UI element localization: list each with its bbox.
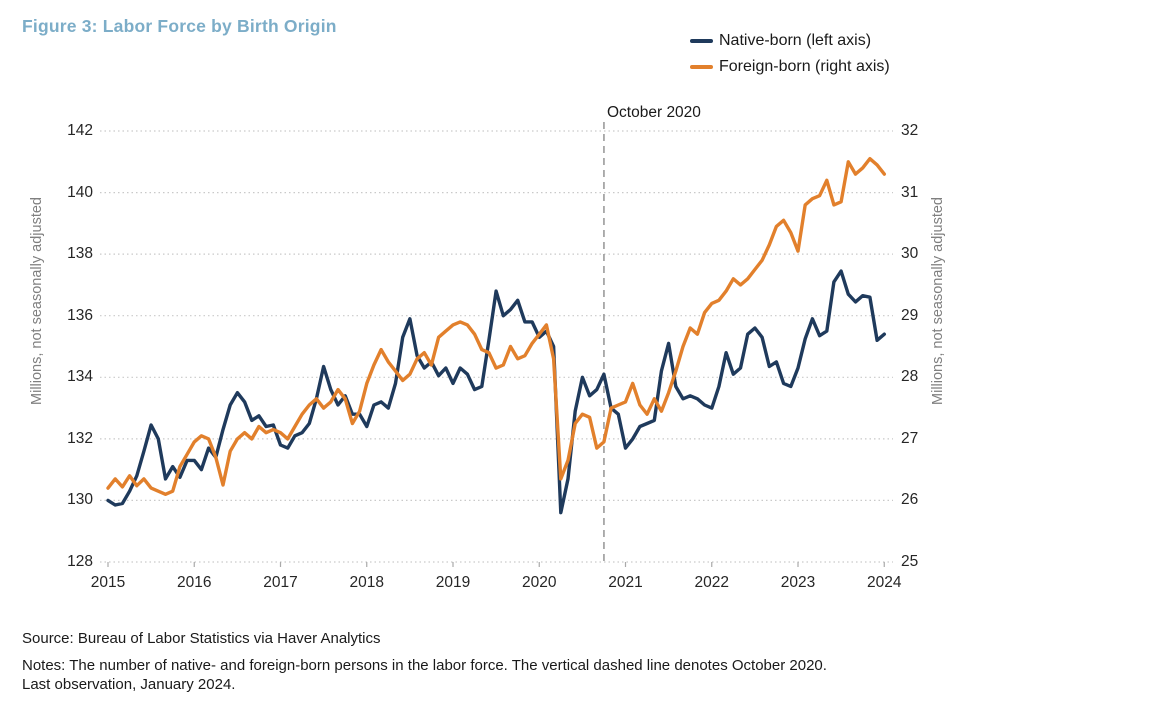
y-axis-right-label-32: 32 [901,122,919,139]
y-axis-right-label-28: 28 [901,368,919,386]
y-axis-right-label-25: 25 [901,553,919,570]
annotation-october-2020: October 2020 [607,104,701,121]
y-axis-right-label-26: 26 [901,491,919,509]
x-axis-label-2024: 2024 [867,574,902,591]
y-axis-right-label-31: 31 [901,183,919,201]
foreign-born-line [106,156,886,496]
y-axis-left-label-140: 140 [67,183,93,201]
foreign-born-line-swatch-icon [690,64,713,70]
legend-item-native-born: Native-born (left axis) [690,28,890,54]
figure-title: Figure 3: Labor Force by Birth Origin [22,16,337,36]
y-axis-left-label-138: 138 [67,245,93,263]
y-axis-left-label-132: 132 [67,429,93,447]
native-born-line [106,269,886,515]
y-axis-right-label-30: 30 [901,245,919,263]
x-axis-label-2021: 2021 [608,574,643,591]
x-axis-label-2023: 2023 [780,574,816,591]
notes-line-1: Notes: The number of native- and foreign… [22,657,827,674]
x-axis-label-2015: 2015 [90,574,126,591]
y-axis-left-label-136: 136 [67,306,93,324]
native-born-line-swatch-icon [690,38,713,44]
legend-item-foreign-born: Foreign-born (right axis) [690,54,890,80]
legend-label-foreign-born: Foreign-born (right axis) [719,58,890,75]
x-axis-label-2017: 2017 [263,574,298,591]
y-axis-left-label-128: 128 [67,553,93,570]
y-axis-left-label-130: 130 [67,491,93,509]
notes-line-2: Last observation, January 2024. [22,676,236,693]
left-axis-title: Millions, not seasonally adjusted [29,197,45,405]
x-axis-label-2020: 2020 [522,574,557,591]
x-axis-label-2018: 2018 [349,574,384,591]
y-axis-right-label-29: 29 [901,306,919,324]
y-axis-right-label-27: 27 [901,429,919,447]
y-axis-left-label-134: 134 [67,368,93,386]
source-text: Source: Bureau of Labor Statistics via H… [22,630,381,647]
notes-text: Notes: The number of native- and foreign… [22,656,827,694]
x-axis-label-2019: 2019 [435,574,471,591]
legend-label-native-born: Native-born (left axis) [719,32,872,49]
x-axis-label-2022: 2022 [694,574,729,591]
right-axis-title: Millions, not seasonally adjusted [930,197,946,405]
x-axis-label-2016: 2016 [177,574,212,591]
y-axis-left-label-142: 142 [67,122,93,139]
legend: Native-born (left axis) Foreign-born (ri… [690,28,890,80]
